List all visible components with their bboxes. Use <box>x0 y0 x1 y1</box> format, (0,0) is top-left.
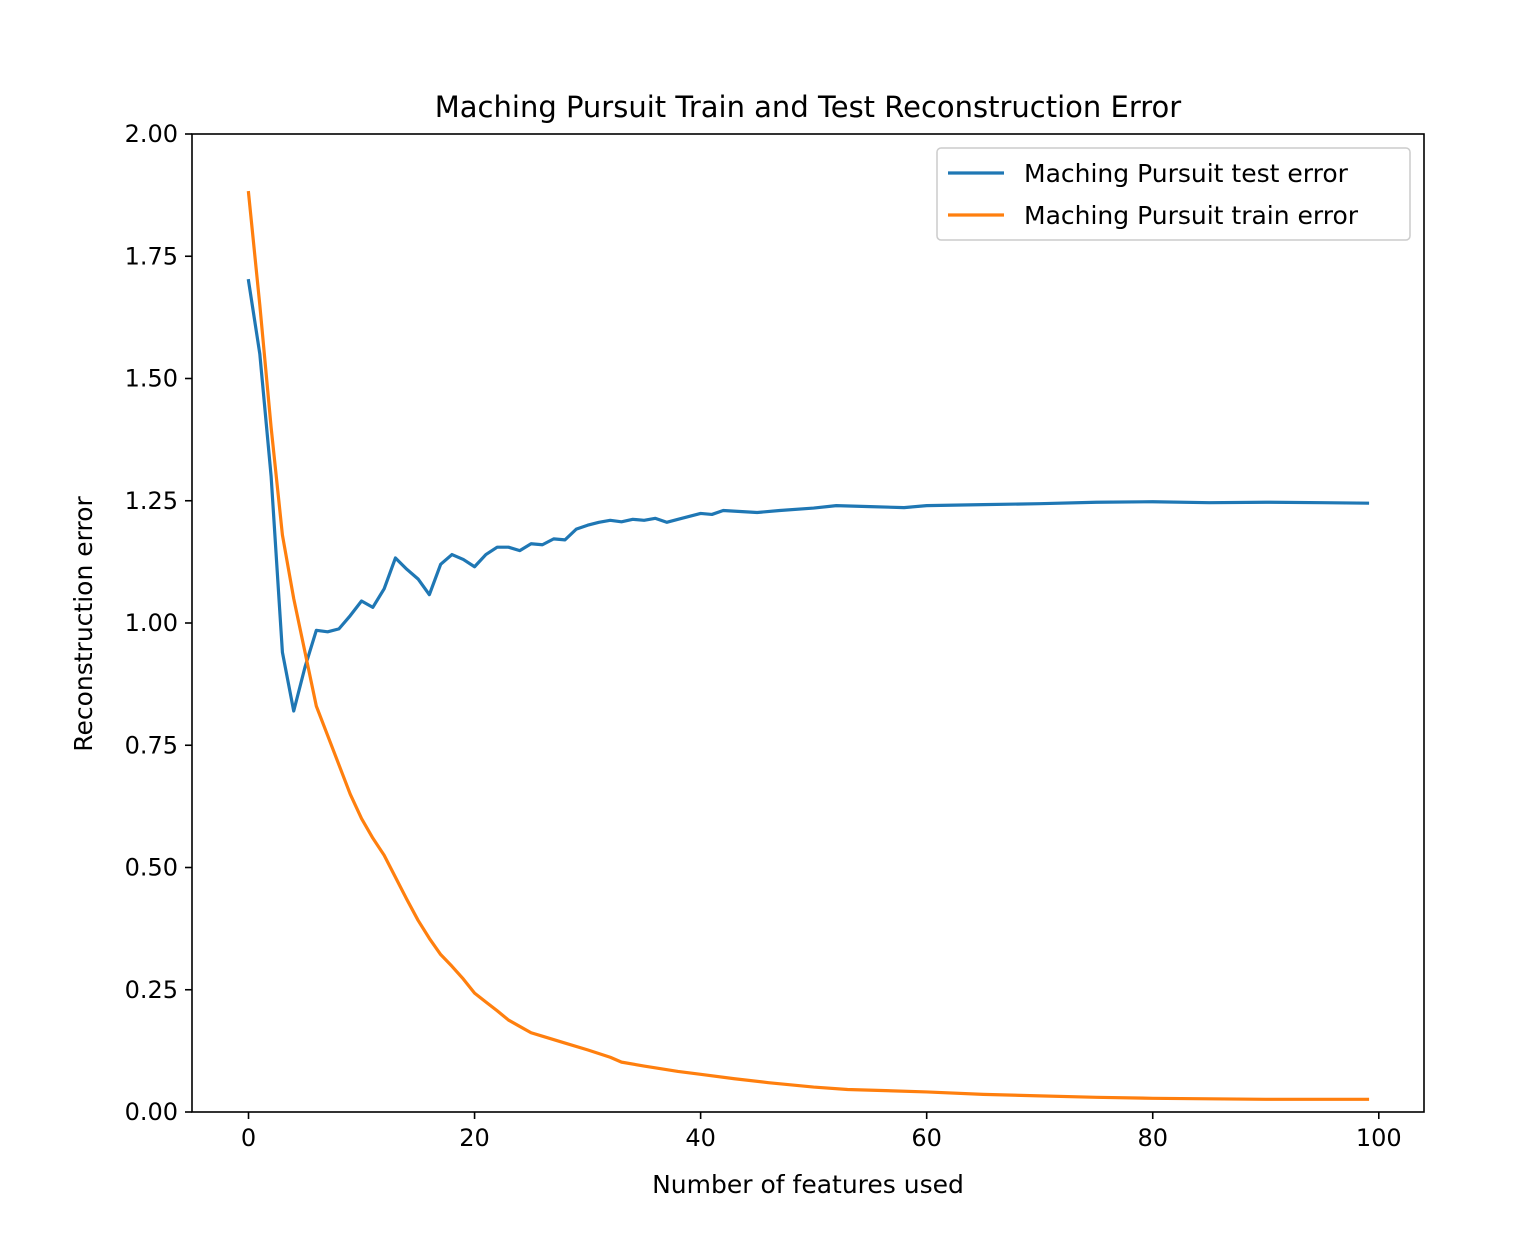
x-axis-label: Number of features used <box>652 1170 964 1199</box>
x-tick-label: 40 <box>685 1124 716 1152</box>
x-tick-label: 100 <box>1356 1124 1402 1152</box>
y-tick-label: 0.00 <box>125 1098 178 1126</box>
series-line-train-error <box>246 190 1370 1101</box>
legend-box <box>936 147 1411 241</box>
series-line-test-error <box>246 278 1370 713</box>
legend: Maching Pursuit test error Maching Pursui… <box>936 147 1411 241</box>
y-tick-label: 2.00 <box>125 120 178 148</box>
y-tick-label: 0.50 <box>125 854 178 882</box>
x-tick-label: 80 <box>1137 1124 1168 1152</box>
x-tick-label: 0 <box>241 1124 256 1152</box>
x-tick-label: 20 <box>459 1124 490 1152</box>
x-tick-label: 60 <box>911 1124 942 1152</box>
y-tick-label: 1.50 <box>125 365 178 393</box>
chart-title: Maching Pursuit Train and Test Reconstru… <box>435 90 1182 124</box>
legend-label: Maching Pursuit test error <box>1024 159 1349 188</box>
axis-ticks: 0 20 40 60 80 100 0.00 0.25 0.50 0.75 1.00 1.25 1.50… <box>125 120 1402 1152</box>
y-tick-label: 1.25 <box>125 487 178 515</box>
legend-label: Maching Pursuit train error <box>1024 201 1359 230</box>
y-tick-label: 0.25 <box>125 976 178 1004</box>
y-tick-label: 0.75 <box>125 731 178 759</box>
y-tick-label: 1.75 <box>125 242 178 270</box>
plot-area <box>246 190 1370 1101</box>
y-axis-label: Reconstruction error <box>69 496 98 752</box>
y-tick-label: 1.00 <box>125 609 178 637</box>
axes-frame <box>191 133 1425 1113</box>
